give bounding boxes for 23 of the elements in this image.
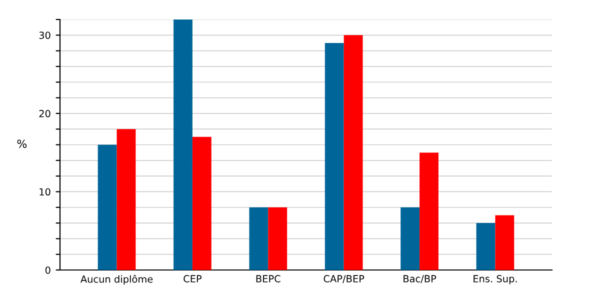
bar — [249, 207, 268, 270]
bar — [400, 207, 420, 270]
x-tick-label: Aucun diplôme — [80, 274, 153, 285]
x-tick-label: Ens. Sup. — [474, 275, 517, 284]
x-tick-label: Bac/BP — [404, 275, 436, 284]
x-tick-label: CAP/BEP — [324, 275, 364, 284]
x-tick-label: CEP — [184, 275, 202, 282]
y-tick-label: 10 — [40, 188, 50, 196]
bar — [476, 223, 496, 270]
bar — [98, 144, 117, 270]
bar — [495, 215, 514, 270]
bar — [116, 129, 136, 270]
bar — [268, 207, 288, 270]
x-tick-label: BEPC — [256, 275, 280, 282]
y-tick-label: 20 — [39, 110, 50, 118]
bar — [174, 20, 192, 270]
bar — [324, 42, 344, 270]
y-tick-label: 0 — [45, 266, 50, 274]
bar — [192, 136, 212, 270]
bar — [420, 152, 438, 270]
y-axis-title: % — [17, 140, 27, 148]
bar — [344, 35, 363, 270]
y-tick-label: 30 — [39, 32, 50, 39]
